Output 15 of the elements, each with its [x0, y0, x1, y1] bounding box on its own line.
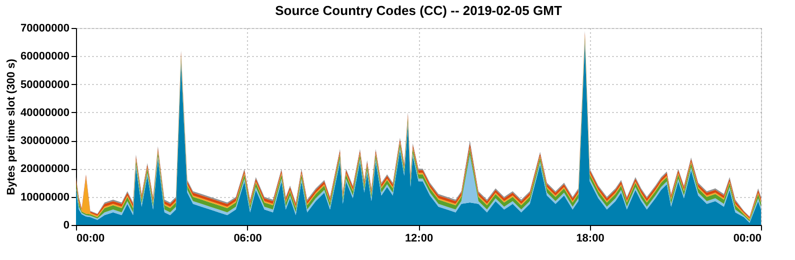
x-tick-label: 00:00 — [76, 232, 105, 244]
y-tick-label: 0 — [63, 220, 70, 232]
y-tick-label: 10000000 — [20, 191, 70, 204]
y-tick-label: 60000000 — [20, 50, 70, 63]
x-tick-label: 18:00 — [576, 232, 604, 244]
y-tick-label: 70000000 — [20, 22, 70, 34]
x-tick-label: 00:00 — [733, 232, 762, 244]
y-axis-title: Bytes per time slot (300 s) — [6, 58, 18, 196]
y-tick-label: 50000000 — [20, 78, 70, 91]
y-tick-label: 20000000 — [20, 163, 70, 176]
x-tick-label: 06:00 — [234, 232, 262, 244]
y-tick-label: 30000000 — [20, 135, 70, 148]
chart-title: Source Country Codes (CC) -- 2019-02-05 GMT — [275, 3, 562, 18]
x-tick-label: 12:00 — [404, 232, 434, 244]
y-tick-label: 40000000 — [20, 106, 70, 119]
